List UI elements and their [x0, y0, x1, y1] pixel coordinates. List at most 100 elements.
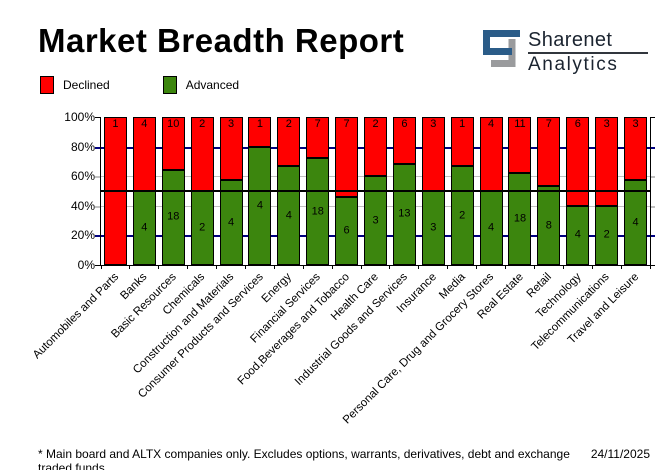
y-axis-labels: 100% 80% 60% 40% 20% 0% [0, 110, 95, 272]
fifty-percent-line [101, 190, 650, 192]
declined-count-label: 1 [459, 118, 466, 130]
advanced-count-label: 4 [227, 216, 235, 229]
bar-segment-advanced [364, 176, 387, 265]
advanced-count-label: 6 [343, 224, 350, 237]
bar-segment-declined [306, 117, 330, 159]
advanced-count-label: 8 [545, 219, 552, 232]
legend-item-declined: Declined [40, 76, 110, 94]
chart-plot-area: 1 4 4 18 10 2 2 4 3 4 1 4 2 18 7 6 7 3 2 13 6 3 3 2 1 4 4 18 11 8 7 4 6 2… [95, 117, 655, 269]
advanced-count-label: 2 [459, 209, 466, 222]
bar-segment-advanced [335, 196, 359, 265]
advanced-count-label: 18 [513, 212, 527, 225]
y-tick-40 [651, 205, 655, 208]
declined-count-label: 7 [314, 118, 321, 130]
report-date: 24/11/2025 [590, 447, 650, 461]
declined-count-label: 3 [603, 118, 610, 130]
bar-segment-advanced [219, 180, 243, 265]
advanced-count-label: 3 [372, 214, 379, 227]
x-tick [533, 265, 535, 269]
y-tick-80 [651, 146, 655, 149]
logo-subtitle: Analytics [528, 54, 619, 75]
legend-item-advanced: Advanced [162, 76, 240, 94]
logo-text: Sharenet Analytics [528, 30, 648, 75]
x-tick [216, 265, 218, 269]
x-axis-label-2: Banks [118, 271, 150, 303]
declined-count-label: 3 [430, 118, 437, 130]
y-tick-60 [651, 176, 655, 179]
advanced-swatch-icon [162, 76, 177, 94]
bar-segment-declined [624, 117, 648, 181]
y-tick-20 [95, 235, 100, 238]
x-axis-label-1: Automobiles and Parts [30, 271, 121, 362]
x-axis-label-9: Food,Beverages and Tobacco [235, 271, 353, 388]
x-axis-label-7: Energy [260, 271, 295, 306]
advanced-count-label: 4 [632, 216, 639, 229]
y-tick-0 [651, 265, 655, 266]
advanced-count-label: 13 [398, 207, 411, 220]
x-axis-label-4: Chemicals [161, 271, 208, 318]
footnote: * Main board and ALTX companies only. Ex… [38, 447, 570, 470]
bar-basic-resources: 18 10 [161, 117, 185, 265]
bar-segment-advanced [508, 173, 532, 265]
advanced-count-label: 4 [574, 228, 581, 241]
declined-count-label: 6 [574, 118, 581, 130]
declined-count-label: 2 [372, 118, 379, 130]
x-axis-label-3: Basic Resources [109, 271, 179, 341]
bar-segment-advanced [248, 146, 272, 265]
advanced-count-label: 3 [430, 221, 437, 234]
x-axis-label-13: Media [437, 271, 468, 302]
x-tick [158, 265, 160, 269]
y-tick-100 [651, 117, 655, 118]
x-tick [447, 265, 449, 269]
x-tick [244, 265, 246, 269]
y-axis-label-0: 0% [77, 258, 95, 272]
declined-count-label: 7 [343, 118, 350, 130]
y-tick-20 [651, 235, 655, 238]
advanced-count-label: 18 [311, 205, 324, 218]
bar-segment-declined [537, 117, 561, 187]
bar-segment-declined [277, 117, 301, 167]
bar-segment-declined [595, 117, 619, 206]
x-axis-label-17: Technology [533, 271, 584, 321]
bar-industrial-goods-and-services: 13 6 [392, 117, 416, 265]
bar-segment-declined [566, 117, 590, 206]
y-tick-40 [95, 205, 100, 208]
x-tick [302, 265, 304, 269]
logo-brand: Sharenet [528, 29, 613, 51]
advanced-count-label: 4 [256, 199, 263, 212]
x-tick [562, 265, 564, 269]
bar-segment-advanced [537, 186, 561, 265]
declined-count-label: 4 [141, 118, 148, 130]
legend-label-advanced: Advanced [185, 78, 240, 92]
declined-count-label: 1 [112, 118, 119, 130]
x-axis-label-12: Insurance [394, 271, 439, 316]
sharenet-logo: Sharenet Analytics [483, 30, 648, 75]
y-axis-label-60: 60% [70, 169, 95, 184]
advanced-count-label: 18 [167, 210, 180, 223]
chart-legend: Declined Advanced [40, 76, 239, 94]
bar-real-estate: 18 11 [508, 117, 532, 265]
x-axis-label-6: Consumer Products and Services [135, 271, 266, 401]
declined-count-label: 11 [514, 118, 526, 130]
y-tick-60 [95, 176, 100, 179]
legend-label-declined: Declined [63, 78, 110, 92]
x-tick [620, 265, 622, 269]
x-tick [360, 265, 362, 269]
x-tick [389, 265, 391, 269]
y-tick-100 [95, 117, 100, 118]
bar-segment-advanced [306, 158, 330, 265]
advanced-count-label: 4 [141, 221, 148, 234]
declined-count-label: 4 [488, 118, 495, 130]
declined-count-label: 10 [167, 118, 180, 130]
x-axis-label-11: Industrial Goods and Services [292, 271, 410, 388]
page-title: Market Breadth Report [38, 22, 405, 59]
sharenet-logo-icon [483, 30, 520, 67]
